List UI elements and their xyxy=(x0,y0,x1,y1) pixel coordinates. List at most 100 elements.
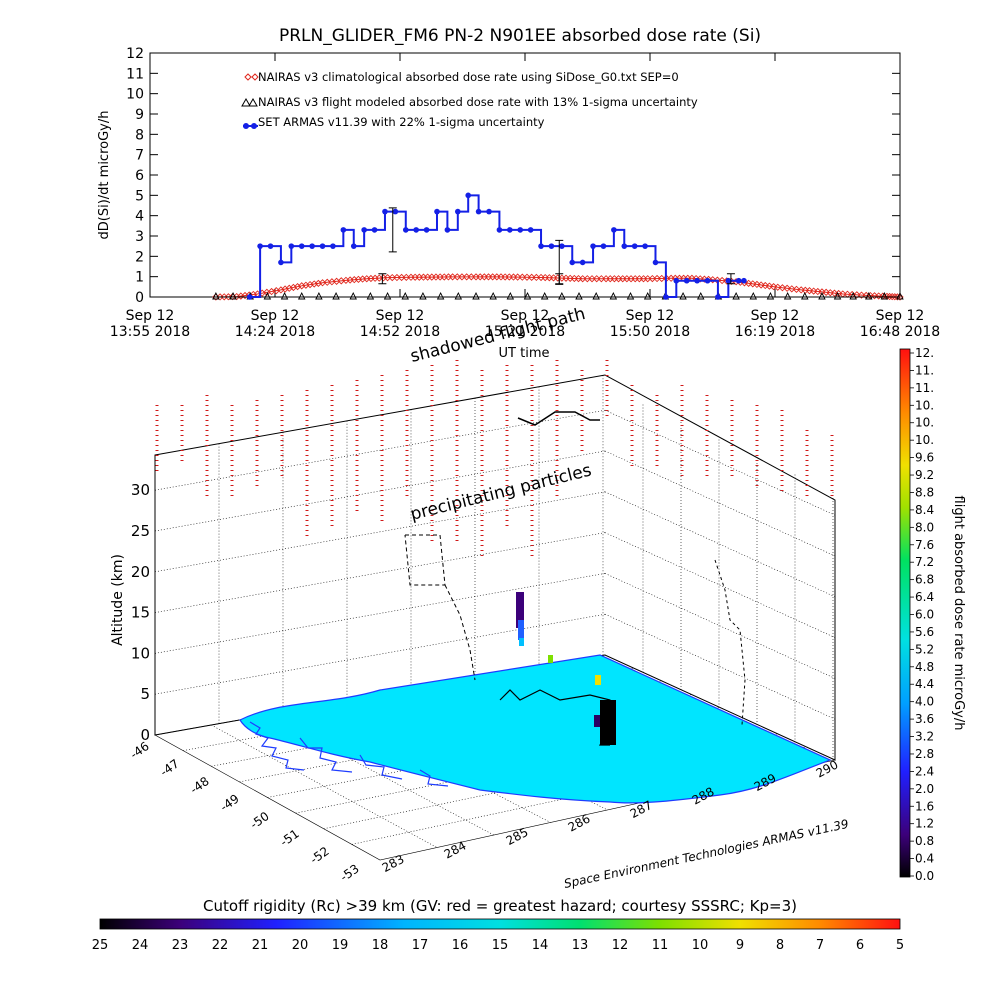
altitude-tick-label: 10 xyxy=(131,644,150,662)
data-point xyxy=(340,227,347,233)
latitude-tick-label: -47 xyxy=(158,756,182,779)
data-point xyxy=(440,273,448,281)
data-point xyxy=(870,292,879,300)
grid-line xyxy=(211,724,438,848)
data-point xyxy=(367,274,375,283)
data-point xyxy=(537,273,545,282)
data-point xyxy=(562,274,570,282)
grid-line xyxy=(154,573,606,654)
grid-line xyxy=(604,409,836,516)
x-tick-label: 14:24 2018 xyxy=(235,324,315,340)
dose-colorbar-tick-label: 10. xyxy=(915,433,934,447)
data-point xyxy=(314,279,323,288)
annotation-precipitating: precipitating particles xyxy=(408,460,593,524)
dose-colorbar-tick-label: 4.4 xyxy=(915,677,934,691)
data-point xyxy=(330,243,336,249)
data-point xyxy=(540,291,549,300)
dose-colorbar-tick-label: 6.0 xyxy=(915,608,934,622)
data-point xyxy=(569,259,576,266)
rigidity-colorbar-tick-label: 17 xyxy=(412,938,429,953)
dose-colorbar-tick-label: 0.8 xyxy=(915,834,934,848)
grid-line xyxy=(154,491,606,573)
land-mass xyxy=(239,654,832,804)
data-point xyxy=(753,280,761,289)
data-point xyxy=(875,292,883,300)
data-point xyxy=(590,243,596,249)
map-floor xyxy=(154,654,836,861)
dose-colorbar-tick-label: 9.2 xyxy=(915,468,934,482)
data-point xyxy=(545,274,553,282)
data-point xyxy=(643,291,652,300)
data-point xyxy=(480,273,488,281)
data-point xyxy=(801,291,809,300)
data-point xyxy=(436,291,445,300)
dose-colorbar-tick-label: 11. xyxy=(915,381,934,395)
longitude-tick-label: 285 xyxy=(504,825,531,848)
data-point xyxy=(354,275,363,283)
data-point xyxy=(769,283,778,291)
rigidity-colorbar-tick-label: 13 xyxy=(572,938,589,953)
data-point xyxy=(328,278,336,286)
dose-colorbar-tick-label: 8.0 xyxy=(915,520,934,534)
data-point xyxy=(749,291,758,300)
x-tick-label: 13:55 2018 xyxy=(110,324,190,340)
data-point xyxy=(393,273,401,282)
flight-track-shadow xyxy=(404,534,476,681)
data-point xyxy=(363,275,371,283)
data-point xyxy=(388,273,396,282)
data-point xyxy=(486,208,492,215)
data-point xyxy=(212,291,220,300)
data-point xyxy=(509,273,518,281)
data-point xyxy=(350,276,358,284)
coastline-detail xyxy=(249,721,449,787)
circle-marker-icon xyxy=(243,123,249,129)
y-tick-label: 5 xyxy=(135,188,144,204)
data-point xyxy=(476,273,484,281)
data-point xyxy=(267,243,274,249)
data-point xyxy=(423,227,430,233)
data-point xyxy=(658,274,666,283)
longitude-tick-label: 286 xyxy=(566,811,593,834)
rigidity-colorbar-label: Cutoff rigidity (Rc) >39 km (GV: red = g… xyxy=(203,897,797,915)
data-point xyxy=(810,287,818,295)
legend-label: SET ARMAS v11.39 with 22% 1-sigma uncert… xyxy=(258,115,545,129)
grid-line xyxy=(154,450,606,532)
latitude-tick-label: -51 xyxy=(278,826,302,849)
longitude-tick-label: 283 xyxy=(380,852,407,875)
dose-colorbar-tick-label: 5.6 xyxy=(915,625,934,639)
data-point xyxy=(606,275,614,283)
rigidity-colorbar-tick-label: 10 xyxy=(692,938,709,953)
data-point xyxy=(346,276,354,284)
rigidity-colorbar-tick-label: 9 xyxy=(736,938,744,953)
data-point xyxy=(532,273,540,282)
data-point xyxy=(315,291,323,300)
data-point xyxy=(627,275,635,283)
data-point xyxy=(600,243,607,249)
data-point xyxy=(371,227,378,233)
data-point xyxy=(744,279,753,287)
data-point xyxy=(397,273,406,282)
data-point xyxy=(626,291,635,300)
data-point xyxy=(323,278,331,286)
data-point xyxy=(538,243,544,249)
data-point xyxy=(453,273,461,281)
flight-track-wall xyxy=(714,559,746,726)
altitude-axis: 0 5 10 15 20 25 30 xyxy=(131,481,150,744)
data-point xyxy=(694,277,700,284)
data-point xyxy=(423,273,432,281)
data-point xyxy=(548,243,555,249)
chart-title: PRLN_GLIDER_FM6 PN-2 N901EE absorbed dos… xyxy=(279,26,761,46)
data-point xyxy=(448,273,457,281)
rigidity-colorbar-tick-label: 8 xyxy=(776,938,784,953)
data-point xyxy=(765,282,774,290)
rigidity-colorbar-tick-label: 21 xyxy=(252,938,269,953)
x-tick-label: 15:21 2018 xyxy=(485,324,565,340)
data-point xyxy=(788,285,796,293)
rigidity-colorbar-tick-label: 11 xyxy=(652,938,669,953)
data-point xyxy=(735,277,742,284)
altitude-tick-label: 25 xyxy=(131,522,150,540)
data-point xyxy=(893,293,902,301)
data-point xyxy=(814,287,822,296)
